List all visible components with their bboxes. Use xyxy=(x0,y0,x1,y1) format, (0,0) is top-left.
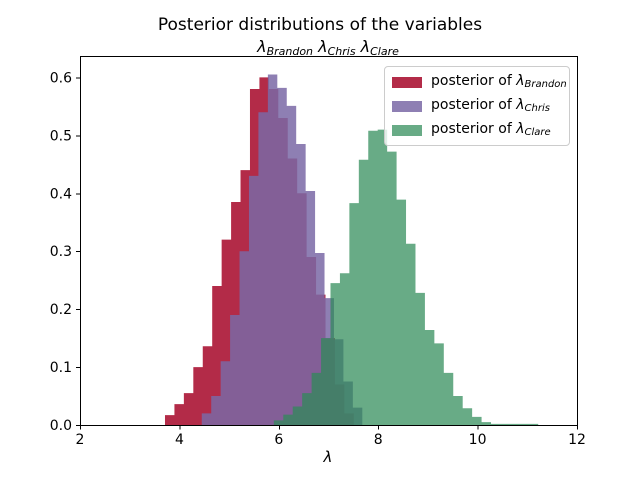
legend-swatch-chris xyxy=(392,100,422,112)
y-tick-label: 0.6 xyxy=(50,70,72,86)
y-tick-label: 0.5 xyxy=(50,128,72,144)
legend-swatch-clare xyxy=(392,124,422,136)
axes-subtitle: λBrandon λChris λClare xyxy=(256,37,399,58)
y-tick-label: 0.0 xyxy=(50,418,72,434)
legend-label-clare: posterior of λClare xyxy=(431,121,551,138)
figure-title: Posterior distributions of the variables xyxy=(158,15,482,35)
x-tick-label: 12 xyxy=(568,432,586,448)
axes-frame xyxy=(80,56,578,426)
plot-area xyxy=(164,74,539,426)
axes: 2 4 6 8 10 12 0.0 0.1 0.2 0.3 0.4 0.5 0.6 xyxy=(50,56,586,448)
y-tick-label: 0.1 xyxy=(50,360,72,376)
legend: posterior of λBrandon posterior of λChris… xyxy=(384,66,570,146)
legend-swatch-brandon xyxy=(392,76,422,88)
y-tick-label: 0.2 xyxy=(50,302,72,318)
legend-item-chris: posterior of λChris xyxy=(392,98,563,114)
y-tick-label: 0.3 xyxy=(50,244,72,260)
legend-item-brandon: posterior of λBrandon xyxy=(392,74,567,90)
y-tick-label: 0.4 xyxy=(50,186,72,202)
x-tick-label: 2 xyxy=(76,432,85,448)
legend-item-clare: posterior of λClare xyxy=(392,122,563,138)
histogram-chris xyxy=(201,74,363,425)
x-axis-label: λ xyxy=(323,448,333,466)
histogram-clare xyxy=(273,129,539,425)
x-tick-label: 10 xyxy=(469,432,487,448)
x-tick-label: 4 xyxy=(175,432,184,448)
legend-label-brandon: posterior of λBrandon xyxy=(431,73,567,90)
x-tick-label: 6 xyxy=(274,432,283,448)
x-tick-label: 8 xyxy=(374,432,383,448)
legend-label-chris: posterior of λChris xyxy=(431,97,550,114)
